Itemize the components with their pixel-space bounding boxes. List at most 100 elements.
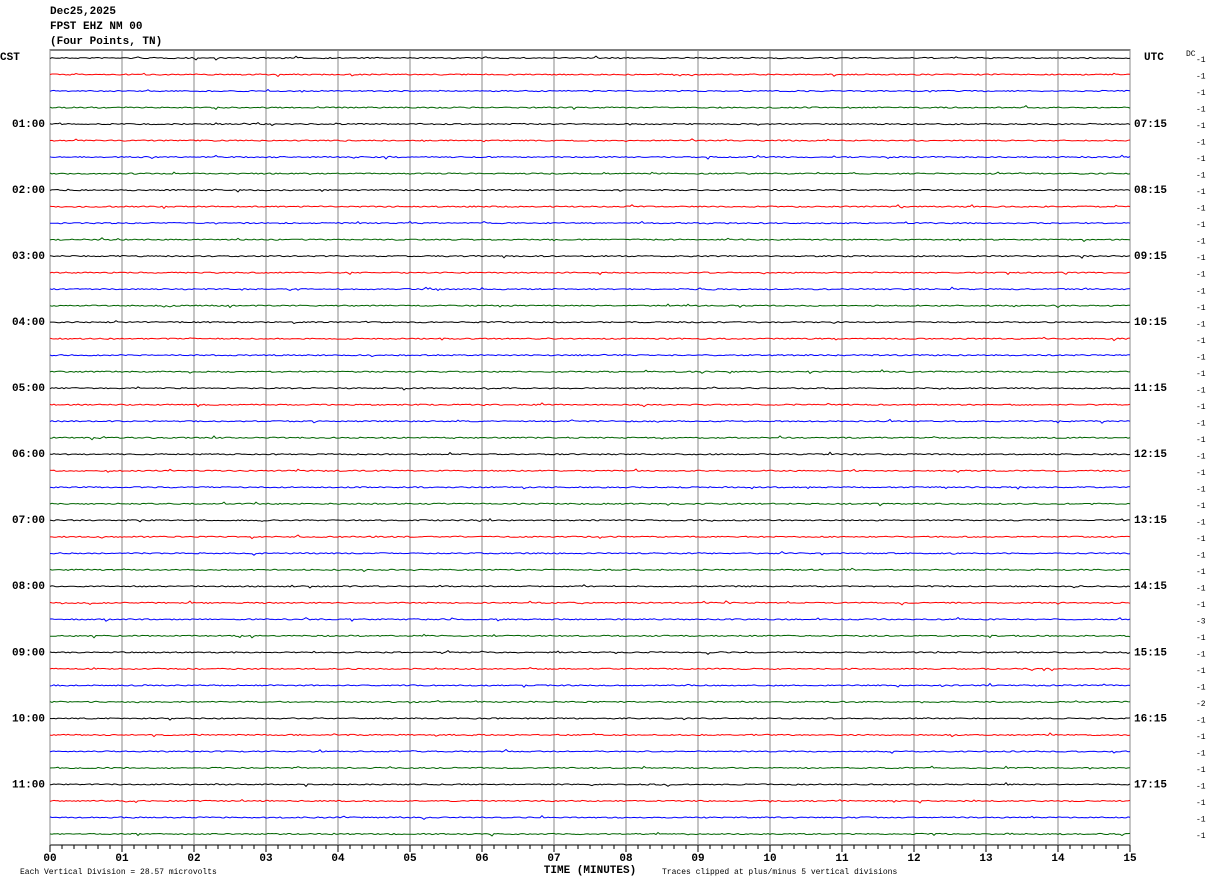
trace xyxy=(49,748,1131,754)
trace xyxy=(49,831,1131,837)
left-hour-label: 06:00 xyxy=(12,449,45,461)
trace xyxy=(49,682,1131,688)
trace xyxy=(49,55,1131,61)
trace xyxy=(49,451,1131,456)
x-tick-label: 01 xyxy=(115,853,129,865)
trace xyxy=(49,584,1131,589)
x-tick-label: 05 xyxy=(403,853,417,865)
x-tick-label: 10 xyxy=(763,853,776,865)
trace xyxy=(49,271,1131,276)
plot-frame xyxy=(49,49,1131,846)
dc-offset: -1 xyxy=(1196,684,1206,693)
x-tick-label: 15 xyxy=(1123,853,1137,865)
dc-offset: -1 xyxy=(1196,766,1206,775)
trace xyxy=(49,254,1131,259)
dc-offset: -2 xyxy=(1196,700,1206,709)
right-hour-label: 15:15 xyxy=(1134,647,1167,659)
dc-offset: -1 xyxy=(1196,650,1206,659)
x-tick-label: 00 xyxy=(43,853,56,865)
dc-offset: -1 xyxy=(1196,667,1206,676)
trace xyxy=(49,567,1131,573)
dc-offset: -1 xyxy=(1196,304,1206,313)
dc-offset: -1 xyxy=(1196,584,1206,593)
right-hour-label: 09:15 xyxy=(1134,251,1167,263)
dc-offset: -1 xyxy=(1196,568,1206,577)
trace xyxy=(49,171,1131,176)
trace xyxy=(49,72,1131,78)
x-tick-label: 09 xyxy=(691,853,704,865)
trace xyxy=(49,121,1131,127)
dc-offset: -1 xyxy=(1196,122,1206,131)
dc-offset: -1 xyxy=(1196,370,1206,379)
trace xyxy=(49,369,1131,375)
trace xyxy=(49,517,1131,523)
right-hour-label: 07:15 xyxy=(1134,119,1167,131)
trace xyxy=(50,534,1131,540)
trace xyxy=(49,88,1131,93)
x-tick-label: 08 xyxy=(619,853,633,865)
trace xyxy=(49,220,1131,225)
right-hour-label: 16:15 xyxy=(1134,713,1167,725)
dc-offset: -1 xyxy=(1196,403,1206,412)
dc-offset: -1 xyxy=(1196,452,1206,461)
station: FPST EHZ NM 00 xyxy=(50,21,142,33)
dc-offset: -1 xyxy=(1196,73,1206,82)
trace xyxy=(49,667,1131,672)
trace xyxy=(49,717,1131,721)
dc-offset: -1 xyxy=(1196,419,1206,428)
dc-offset: -1 xyxy=(1196,816,1206,825)
trace xyxy=(49,700,1131,704)
trace xyxy=(49,204,1131,210)
trace xyxy=(49,105,1131,111)
dc-offset: -1 xyxy=(1196,750,1206,759)
x-tick-label: 12 xyxy=(907,853,920,865)
left-hour-label: 08:00 xyxy=(12,581,45,593)
x-title: TIME (MINUTES) xyxy=(544,865,636,877)
left-hour-label: 03:00 xyxy=(12,251,45,263)
trace xyxy=(49,798,1131,804)
x-tick-label: 02 xyxy=(187,853,200,865)
dc-offset: -1 xyxy=(1196,254,1206,263)
x-tick-label: 04 xyxy=(331,853,345,865)
trace xyxy=(49,237,1131,243)
dc-offset: -1 xyxy=(1196,287,1206,296)
dc-offset: -1 xyxy=(1196,106,1206,115)
trace xyxy=(49,732,1131,738)
x-tick-label: 13 xyxy=(979,853,993,865)
trace xyxy=(49,468,1131,474)
trace xyxy=(49,633,1131,639)
dc-offset: -1 xyxy=(1196,56,1206,65)
dc-offset: -1 xyxy=(1196,485,1206,494)
trace xyxy=(49,336,1131,342)
left-hour-label: 07:00 xyxy=(12,515,45,527)
left-hour-label: 11:00 xyxy=(12,779,45,791)
left-header: CST xyxy=(0,52,20,64)
dc-offset: -1 xyxy=(1196,337,1206,346)
trace xyxy=(49,303,1131,309)
left-hour-label: 01:00 xyxy=(12,119,45,131)
x-tick-label: 06 xyxy=(475,853,488,865)
x-tick-label: 14 xyxy=(1051,853,1065,865)
dc-offset: -1 xyxy=(1196,436,1206,445)
right-hour-label: 10:15 xyxy=(1134,317,1167,329)
trace xyxy=(49,418,1131,424)
dc-offset: -1 xyxy=(1196,799,1206,808)
dc-offset: -1 xyxy=(1196,238,1206,247)
right-hour-label: 11:15 xyxy=(1134,383,1167,395)
trace xyxy=(49,781,1131,788)
left-hour-label: 10:00 xyxy=(12,713,45,725)
trace xyxy=(49,386,1131,391)
trace xyxy=(49,188,1131,193)
dc-offset: -1 xyxy=(1196,205,1206,214)
dc-offset: -1 xyxy=(1196,139,1206,148)
right-hour-label: 12:15 xyxy=(1134,449,1167,461)
footer-left: Each Vertical Division = 28.57 microvolt… xyxy=(20,868,217,877)
trace xyxy=(49,550,1131,556)
dc-offset: -1 xyxy=(1196,89,1206,98)
right-hour-label: 08:15 xyxy=(1134,185,1167,197)
dc-offset: -1 xyxy=(1196,221,1206,230)
dc-offset: -1 xyxy=(1196,518,1206,527)
dc-offset: -3 xyxy=(1196,617,1206,626)
trace xyxy=(49,616,1131,622)
